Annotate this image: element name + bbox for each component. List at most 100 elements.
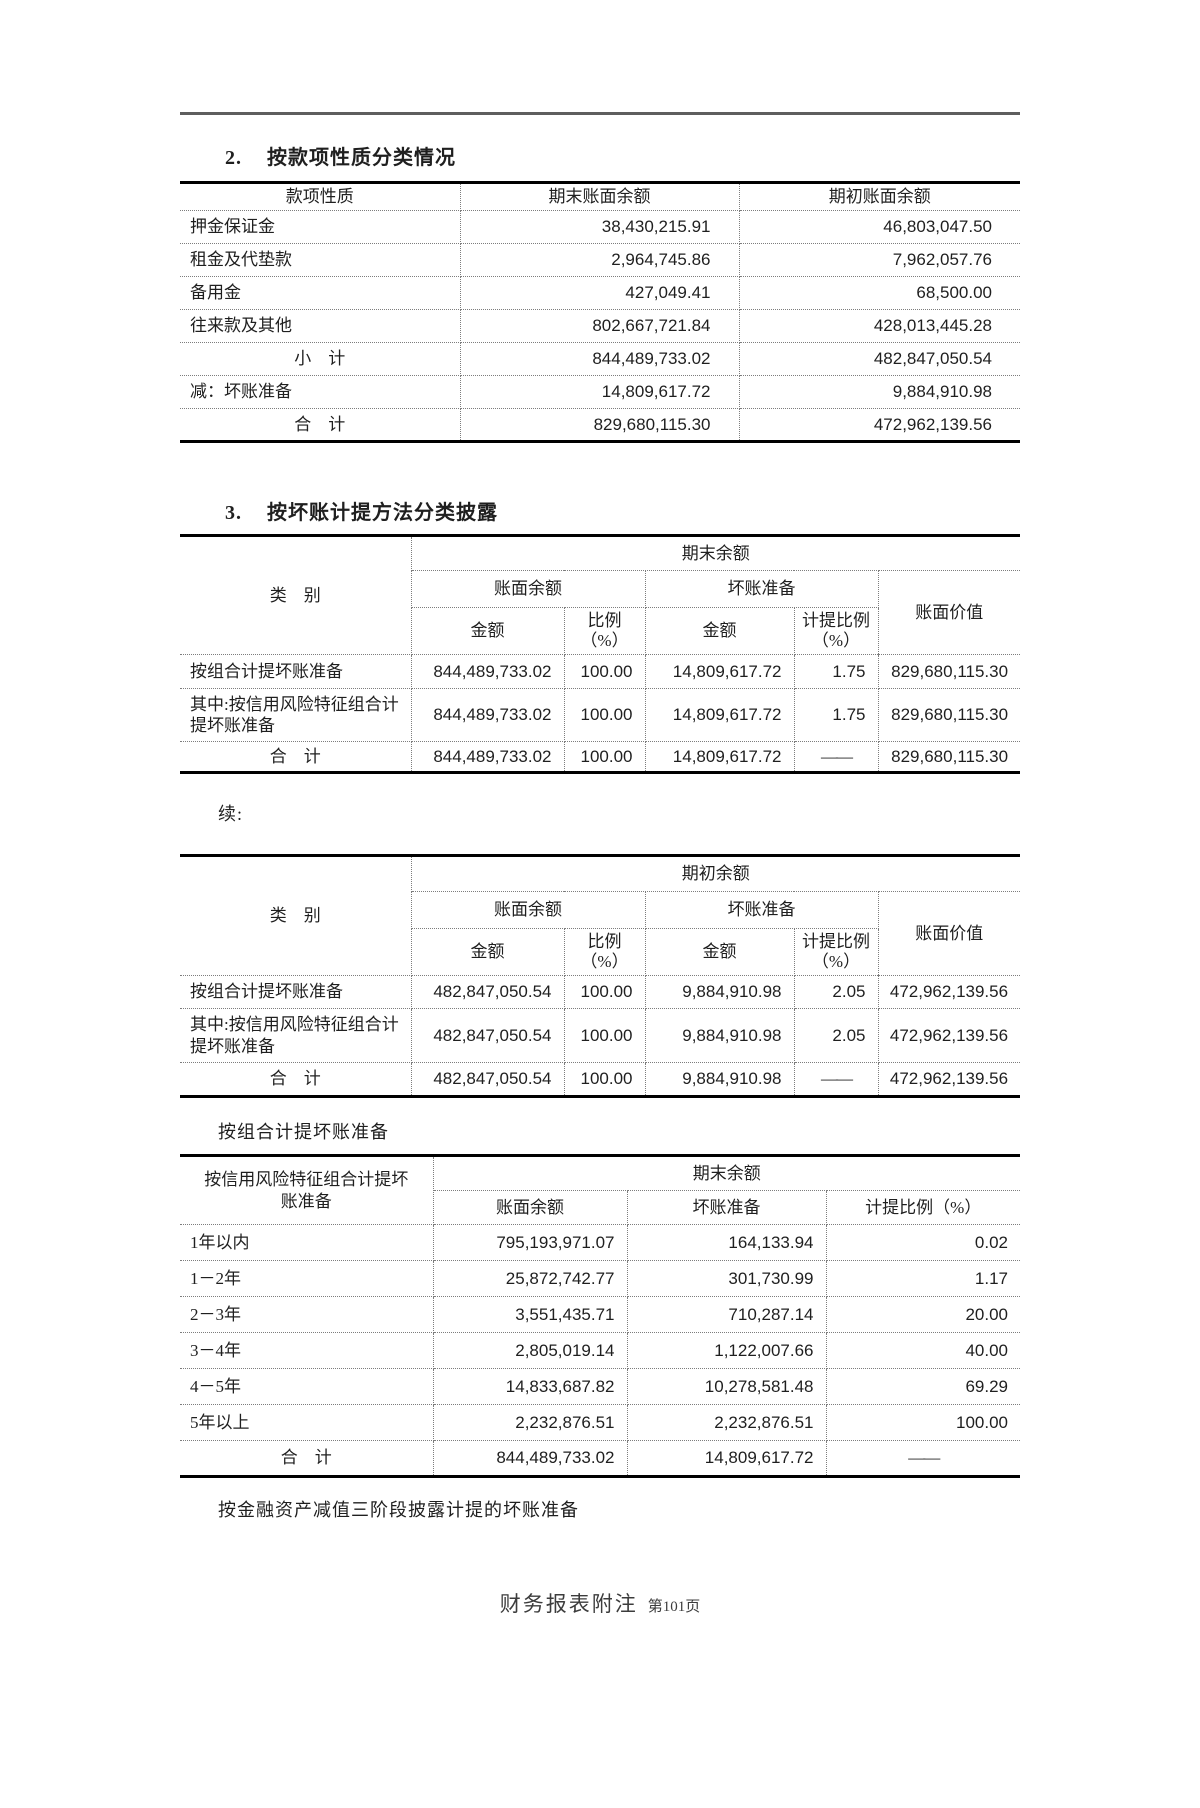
table-row: 租金及代垫款 2,964,745.86 7,962,057.76: [180, 243, 1020, 277]
subtotal-row: 小 计 844,489,733.02 482,847,050.54: [180, 342, 1020, 376]
section-2-heading: 2. 按款项性质分类情况: [180, 143, 1020, 173]
table-row: 5年以上 2,232,876.51 2,232,876.51 100.00: [180, 1404, 1021, 1441]
row-label: 其中:按信用风险特征组合计提坏账准备: [180, 688, 412, 742]
aging-label: 4－5年: [180, 1368, 434, 1405]
provision-ratio-cell: ——: [794, 1062, 879, 1097]
beginning-balance-cell: 472,962,139.56: [873, 414, 992, 434]
section-2-number: 2.: [225, 147, 242, 169]
footer-page-number: 第101页: [647, 1599, 701, 1615]
table-header-row: 按信用风险特征组合计提坏账准备 期末余额: [180, 1155, 1021, 1225]
col-header-book-value: 账面价值: [878, 570, 1021, 655]
ending-balance-cell: 14,809,617.72: [460, 375, 740, 409]
section-2-title: 按款项性质分类情况: [267, 147, 456, 169]
bad-debt-cell: 164,133.94: [627, 1224, 827, 1261]
col-header-provision-ratio: 计提比例 （%）: [794, 607, 879, 655]
table-row: 备用金 427,049.41 68,500.00: [180, 276, 1020, 310]
book-value-cell: 472,962,139.56: [889, 1069, 1009, 1089]
beginning-balance-cell: 482,847,050.54: [739, 342, 1020, 376]
table-row: 4－5年 14,833,687.82 10,278,581.48 69.29: [180, 1368, 1021, 1405]
table-header-row: 金额 比例 （%） 金额 计提比例 （%）: [180, 607, 1020, 655]
table-header-row: 金额 比例 （%） 金额 计提比例 （%）: [180, 928, 1020, 976]
aging-label: 5年以上: [180, 1404, 434, 1441]
ending-balance-cell: 2,964,745.86: [460, 243, 740, 277]
row-label: 按组合计提坏账准备: [180, 975, 412, 1009]
col-header-provision-ratio: 计提比例 （%）: [794, 928, 879, 976]
col-header-bad-debt-group: 坏账准备: [645, 570, 879, 608]
bad-amount-cell: 14,809,617.72: [645, 654, 795, 689]
portfolio-subtitle: 按组合计提坏账准备: [218, 1122, 389, 1142]
provision-ratio-cell: 100.00: [826, 1404, 1021, 1441]
provision-ratio-cell: 1.75: [794, 688, 879, 742]
total-row: 合 计 829,680,115.30 472,962,139.56: [180, 408, 1020, 442]
table-row: 其中:按信用风险特征组合计提坏账准备 844,489,733.02 100.00…: [180, 688, 1021, 742]
row-label: 按组合计提坏账准备: [180, 654, 412, 689]
table-by-payment-nature: 款项性质 期末账面余额 期初账面余额 押金保证金 38,430,215.91 4…: [180, 181, 1020, 443]
provision-ratio-cell: 2.05: [794, 1008, 879, 1063]
table-row: 往来款及其他 802,667,721.84 428,013,445.28: [180, 309, 1020, 343]
ratio-cell: 100.00: [564, 654, 646, 689]
table-bad-debt-method-beginning: 类 别 期初余额 账面余额 坏账准备 账面价值 金额 比例 （%） 金额 计提比…: [180, 854, 1021, 1098]
ratio-cell: 100.00: [564, 741, 646, 773]
page-footer: 财务报表附注 第101页: [0, 1588, 1200, 1618]
page-top-rule: [180, 112, 1020, 115]
col-header-book-balance-group: 账面余额: [411, 570, 646, 608]
book-balance-cell: 795,193,971.07: [433, 1224, 628, 1261]
table-row: 按组合计提坏账准备 844,489,733.02 100.00 14,809,6…: [180, 654, 1021, 689]
total-row: 合 计 844,489,733.02 14,809,617.72 ——: [180, 1440, 1020, 1477]
col-header-ending-balance: 期末账面余额: [460, 182, 740, 211]
ending-balance-cell: 802,667,721.84: [460, 309, 740, 343]
ending-balance-cell: 844,489,733.02: [460, 342, 740, 376]
table-row: 其中:按信用风险特征组合计提坏账准备 482,847,050.54 100.00…: [180, 1008, 1021, 1063]
col-header-bad-amount: 金额: [645, 928, 795, 976]
amount-cell: 482,847,050.54: [411, 1008, 565, 1063]
table-header-row: 款项性质 期末账面余额 期初账面余额: [180, 182, 1020, 211]
row-label: 合 计: [180, 408, 461, 442]
table-header-row: 类 别 期初余额: [180, 855, 1021, 976]
book-value-cell: 472,962,139.56: [878, 1008, 1021, 1063]
beginning-balance-cell: 9,884,910.98: [739, 375, 1020, 409]
table-header-row: 类 别 期末余额: [180, 535, 1021, 655]
bad-amount-cell: 9,884,910.98: [645, 1062, 795, 1097]
col-header-ending-balance-group: 期末余额: [411, 535, 1021, 571]
col-header-bad-debt: 坏账准备: [627, 1190, 827, 1225]
aging-label: 3－4年: [180, 1332, 434, 1369]
table-bad-debt-method-ending: 类 别 期末余额 账面余额 坏账准备 账面价值 金额 比例 （%） 金额 计提比…: [180, 534, 1021, 774]
aging-label: 2－3年: [180, 1296, 434, 1333]
col-header-ratio: 比例 （%）: [564, 928, 646, 976]
book-balance-cell: 25,872,742.77: [433, 1260, 628, 1297]
section-3-number: 3.: [225, 502, 242, 524]
table-row: 按组合计提坏账准备 482,847,050.54 100.00 9,884,91…: [180, 975, 1021, 1009]
col-header-bad-amount: 金额: [645, 607, 795, 655]
bad-debt-cell: 2,232,876.51: [627, 1404, 827, 1441]
book-balance-cell: 2,805,019.14: [433, 1332, 628, 1369]
amount-cell: 844,489,733.02: [411, 741, 565, 773]
col-header-nature: 款项性质: [180, 182, 461, 211]
continued-label: 续:: [218, 804, 244, 824]
col-header-beginning-balance: 期初账面余额: [739, 182, 1020, 211]
col-header-book-balance-group: 账面余额: [411, 891, 646, 929]
three-stage-note: 按金融资产减值三阶段披露计提的坏账准备: [218, 1500, 579, 1520]
amount-cell: 844,489,733.02: [411, 688, 565, 742]
provision-ratio-cell: 20.00: [826, 1296, 1021, 1333]
beginning-balance-cell: 7,962,057.76: [739, 243, 1020, 277]
row-label: 减：坏账准备: [180, 375, 461, 409]
row-label: 押金保证金: [180, 210, 461, 244]
footer-title: 财务报表附注: [499, 1592, 638, 1616]
book-value-cell: 829,680,115.30: [878, 654, 1021, 689]
ratio-cell: 100.00: [564, 688, 646, 742]
book-balance-cell: 844,489,733.02: [433, 1440, 628, 1477]
col-header-provision-ratio: 计提比例（%）: [826, 1190, 1021, 1225]
row-label: 备用金: [180, 276, 461, 310]
aging-label: 合 计: [180, 1440, 434, 1477]
col-header-amount: 金额: [411, 928, 565, 976]
ratio-cell: 100.00: [564, 975, 646, 1009]
table-header-row: 账面余额 坏账准备 账面价值: [180, 570, 1021, 655]
bad-debt-cell: 301,730.99: [627, 1260, 827, 1297]
ending-balance-cell: 38,430,215.91: [460, 210, 740, 244]
bad-debt-cell: 710,287.14: [627, 1296, 827, 1333]
ratio-cell: 100.00: [564, 1062, 646, 1097]
provision-ratio-cell: ——: [908, 1448, 940, 1468]
provision-ratio-cell: 2.05: [794, 975, 879, 1009]
amount-cell: 482,847,050.54: [411, 975, 565, 1009]
col-header-ending-balance-group: 期末余额: [433, 1155, 1021, 1191]
